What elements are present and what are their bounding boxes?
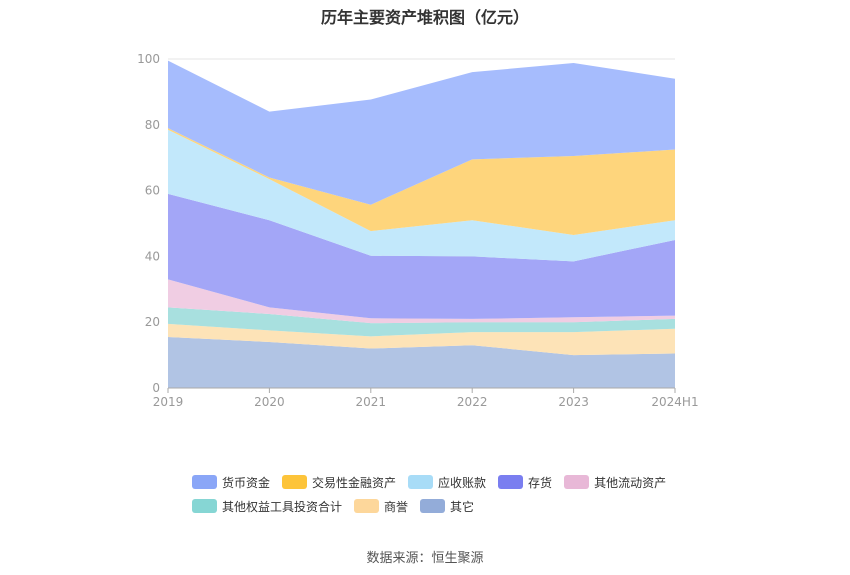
- legend-swatch: [498, 475, 524, 489]
- y-tick-label: 0: [152, 381, 160, 395]
- legend-item[interactable]: 应收账款: [408, 474, 486, 490]
- y-tick-label: 80: [145, 118, 160, 132]
- legend: 货币资金 交易性金融资产 应收账款 存货 其他流动资产其他权益工具投资合计 商誉 其它: [192, 474, 712, 522]
- y-tick-label: 40: [145, 249, 160, 263]
- legend-item[interactable]: 其他流动资产: [564, 474, 666, 490]
- legend-label: 其他流动资产: [594, 475, 667, 490]
- legend-item[interactable]: 交易性金融资产: [282, 474, 396, 490]
- legend-swatch: [192, 475, 217, 489]
- legend-item[interactable]: 货币资金: [192, 474, 270, 490]
- legend-label: 交易性金融资产: [312, 475, 397, 490]
- legend-swatch: [564, 475, 590, 489]
- legend-item[interactable]: 商誉: [354, 498, 408, 514]
- x-tick-label: 2024H1: [651, 395, 698, 409]
- legend-item[interactable]: 其它: [420, 498, 474, 514]
- stacked-area-chart: 0 20 40 60 80 100 2019 2020 2021 2022 2023 2024H1: [137, 52, 699, 409]
- data-source-note: 数据来源：恒生聚源: [366, 551, 484, 566]
- area-series-6: [168, 128, 675, 236]
- area-series-3: [168, 279, 675, 324]
- area-series-7: [168, 60, 675, 205]
- x-tick-label: 2023: [558, 395, 589, 409]
- legend-label: 存货: [528, 475, 553, 490]
- axes: 0 20 40 60 80 100 2019 2020 2021 2022 2023 2024H1: [137, 52, 699, 409]
- x-tick-label: 2020: [254, 395, 285, 409]
- legend-swatch: [282, 475, 308, 489]
- x-tick-label: 2019: [153, 395, 184, 409]
- y-tick-label: 60: [145, 184, 160, 198]
- area-series-0: [168, 337, 675, 388]
- area-series-4: [168, 193, 675, 319]
- legend-label: 应收账款: [438, 475, 487, 490]
- legend-item[interactable]: 存货: [498, 474, 552, 490]
- y-tick-label: 20: [145, 315, 160, 329]
- area-series-1: [168, 323, 675, 356]
- legend-label: 商誉: [384, 499, 409, 514]
- legend-label: 其它: [450, 499, 475, 514]
- area-series-layer: [168, 60, 675, 388]
- x-tick-label: 2022: [457, 395, 488, 409]
- area-series-2: [168, 307, 675, 337]
- legend-item[interactable]: 其他权益工具投资合计: [192, 498, 342, 514]
- legend-swatch: [192, 499, 217, 513]
- legend-swatch: [354, 499, 380, 513]
- legend-swatch: [408, 475, 434, 489]
- x-tick-label: 2021: [356, 395, 387, 409]
- legend-label: 货币资金: [222, 475, 271, 490]
- area-series-5: [168, 129, 675, 262]
- legend-swatch: [420, 499, 446, 513]
- chart-title: 历年主要资产堆积图（亿元）: [320, 8, 529, 27]
- y-tick-label: 100: [137, 52, 160, 66]
- legend-label: 其他权益工具投资合计: [222, 499, 343, 514]
